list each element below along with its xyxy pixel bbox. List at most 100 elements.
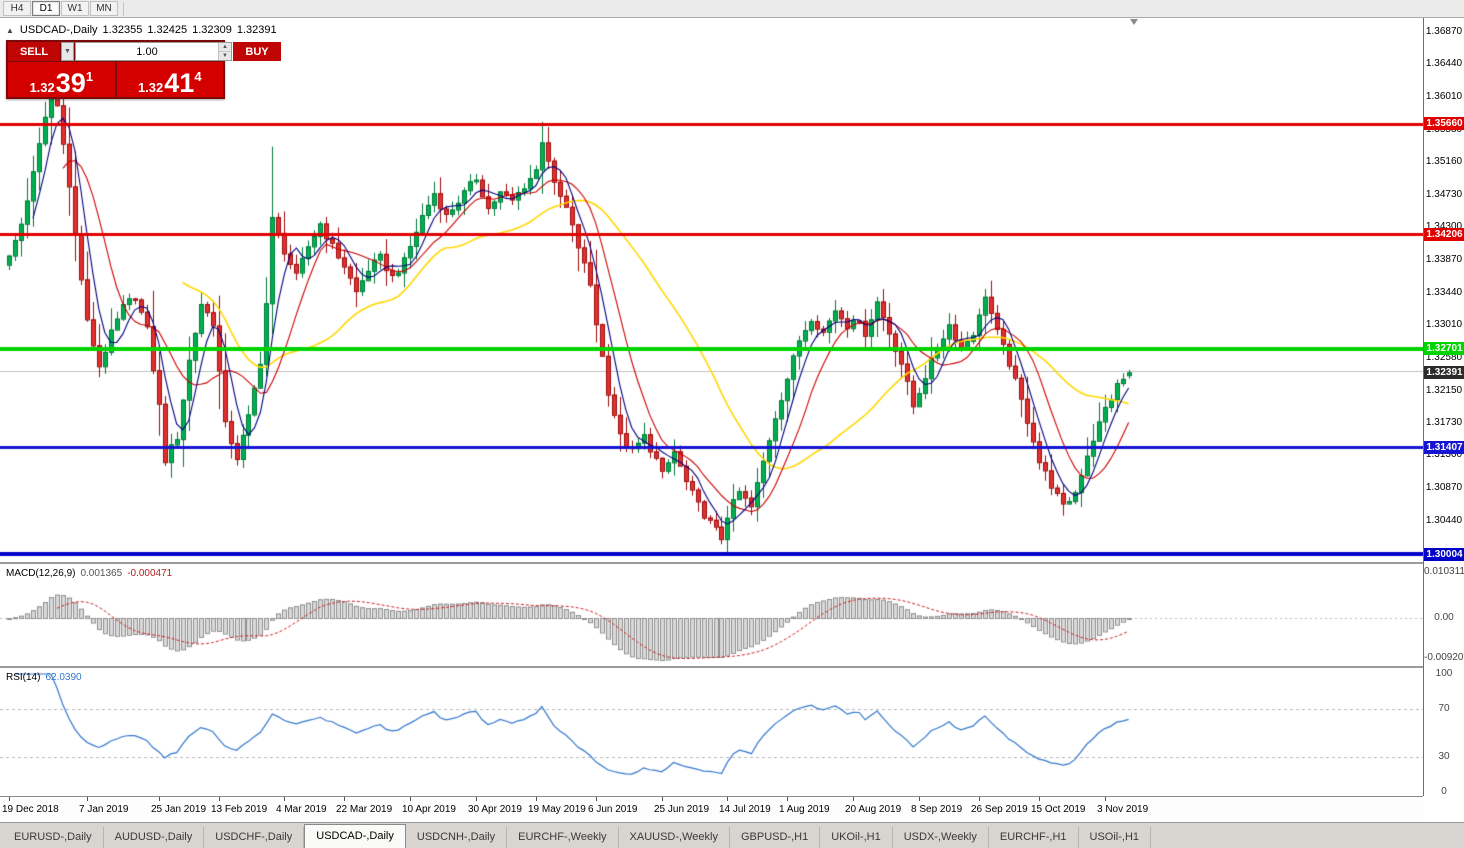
price-axis-label: 1.33440 (1425, 286, 1463, 298)
date-tick (87, 797, 88, 801)
timeframe-button-h4[interactable]: H4 (3, 1, 31, 16)
date-label: 8 Sep 2019 (911, 804, 963, 815)
pane-splitter[interactable] (0, 666, 1464, 668)
price-axis-label: 1.30870 (1425, 482, 1463, 494)
chart-tab-eurchf-h1[interactable]: EURCHF-,H1 (989, 827, 1079, 848)
date-tick (853, 797, 854, 801)
date-tick (727, 797, 728, 801)
timeframe-button-w1[interactable]: W1 (61, 1, 89, 16)
macd-label: MACD(12,26,9) 0.001365 -0.000471 (6, 568, 172, 579)
chart-tab-eurchf-weekly[interactable]: EURCHF-,Weekly (507, 827, 619, 848)
ohlc-open: 1.32355 (102, 24, 143, 36)
price-axis-label: 1.31730 (1425, 416, 1463, 428)
ohlc-high: 1.32425 (147, 24, 188, 36)
buy-button[interactable]: BUY (233, 42, 281, 61)
chart-tab-audusd-daily[interactable]: AUDUSD-,Daily (104, 827, 205, 848)
chart-tab-gbpusd-h1[interactable]: GBPUSD-,H1 (730, 827, 821, 848)
date-tick (979, 797, 980, 801)
date-label: 1 Aug 2019 (779, 804, 830, 815)
level-price-badge: 1.30004 (1424, 547, 1464, 561)
level-price-badge: 1.31407 (1424, 440, 1464, 454)
date-tick (344, 797, 345, 801)
macd-main-value: 0.001365 (80, 568, 123, 579)
chart-region: ▲ USDCAD-,Daily 1.32355 1.32425 1.32309 … (0, 18, 1464, 822)
chart-title: ▲ USDCAD-,Daily 1.32355 1.32425 1.32309 … (6, 24, 277, 36)
timeframe-button-d1[interactable]: D1 (32, 1, 60, 16)
chart-tab-usdchf-daily[interactable]: USDCHF-,Daily (204, 827, 305, 848)
chart-tab-usdcnh-daily[interactable]: USDCNH-,Daily (406, 827, 508, 848)
chart-tab-ukoil-h1[interactable]: UKOil-,H1 (820, 827, 893, 848)
date-label: 6 Jun 2019 (588, 804, 638, 815)
date-label: 15 Oct 2019 (1031, 804, 1086, 815)
date-label: 26 Sep 2019 (971, 804, 1028, 815)
sell-price-sup: 1 (85, 69, 94, 84)
rsi-pane-canvas[interactable] (0, 668, 1423, 796)
rsi-title: RSI(14) (6, 672, 41, 683)
rsi-axis-label: 100 (1435, 668, 1453, 679)
chart-tabs-bar: EURUSD-,Daily AUDUSD-,Daily USDCHF-,Daily U… (0, 822, 1464, 848)
price-axis-label: 1.33010 (1425, 319, 1463, 331)
chart-tab-xauusd-weekly[interactable]: XAUUSD-,Weekly (619, 827, 730, 848)
sell-price-base: 1.32 (29, 80, 55, 95)
buy-price-base: 1.32 (137, 80, 164, 95)
price-chart-canvas[interactable] (0, 18, 1423, 562)
level-price-badge: 1.34206 (1424, 227, 1464, 241)
timeframe-button-mn[interactable]: MN (90, 1, 118, 16)
date-tick (159, 797, 160, 801)
date-label: 7 Jan 2019 (79, 804, 129, 815)
volume-input[interactable] (76, 43, 218, 60)
pane-splitter[interactable] (0, 562, 1464, 564)
volume-dropdown-icon[interactable]: ▼ (61, 42, 74, 61)
date-label: 25 Jan 2019 (151, 804, 207, 815)
date-label: 10 Apr 2019 (402, 804, 456, 815)
date-tick (1039, 797, 1040, 801)
date-tick (410, 797, 411, 801)
chart-tab-usoil-h1[interactable]: USOil-,H1 (1079, 827, 1152, 848)
sell-price-button[interactable]: 1.32 39 1 (8, 62, 115, 97)
rsi-label: RSI(14) 62.0390 (6, 672, 82, 683)
date-label: 13 Feb 2019 (211, 804, 268, 815)
price-axis-label: 1.34300 (1425, 221, 1463, 233)
timeframe-buttons: H4 D1 W1 MN (3, 1, 119, 17)
date-tick (284, 797, 285, 801)
date-label: 30 Apr 2019 (468, 804, 522, 815)
price-axis-label: 1.32150 (1425, 384, 1463, 396)
date-tick (596, 797, 597, 801)
chart-tab-eurusd-daily[interactable]: EURUSD-,Daily (3, 827, 104, 848)
date-tick (219, 797, 220, 801)
chart-tab-usdcad-daily[interactable]: USDCAD-,Daily (304, 824, 406, 848)
volume-field-wrap: ▲ ▼ (75, 42, 232, 61)
date-label: 14 Jul 2019 (719, 804, 771, 815)
price-axis-label: 1.36010 (1425, 91, 1463, 103)
price-axis-label: 1.36440 (1425, 58, 1463, 70)
buy-price-big: 41 (164, 67, 195, 98)
chart-tab-usdx-weekly[interactable]: USDX-,Weekly (893, 827, 989, 848)
one-click-trade-panel: SELL ▼ ▲ ▼ BUY 1.32 39 1 1.3 (6, 40, 281, 99)
buy-price-button[interactable]: 1.32 41 4 (116, 62, 223, 98)
macd-title: MACD(12,26,9) (6, 568, 76, 579)
price-axis-label: 1.34730 (1425, 188, 1463, 200)
ohlc-low: 1.32309 (192, 24, 232, 36)
date-tick (787, 797, 788, 801)
date-tick (919, 797, 920, 801)
price-axis-label: 1.35160 (1425, 155, 1463, 167)
shift-marker-icon (1130, 19, 1138, 25)
symbol-label: USDCAD-,Daily (19, 24, 98, 36)
date-label: 19 Dec 2018 (2, 804, 59, 815)
date-tick (662, 797, 663, 801)
macd-pane-canvas[interactable] (0, 564, 1423, 666)
volume-up-icon[interactable]: ▲ (219, 43, 231, 52)
date-label: 4 Mar 2019 (276, 804, 327, 815)
date-tick (536, 797, 537, 801)
volume-spinner: ▲ ▼ (218, 43, 231, 60)
sell-price-big: 39 (55, 67, 86, 98)
sell-button[interactable]: SELL (8, 42, 60, 61)
oneclick-toggle-icon[interactable]: ▲ (6, 25, 14, 35)
macd-axis-bottom: -0.009203 (1424, 652, 1464, 663)
macd-axis-top: 0.010311 (1424, 566, 1464, 577)
volume-down-icon[interactable]: ▼ (219, 52, 231, 60)
price-axis-label: 1.30440 (1425, 514, 1463, 526)
toolbar-separator (123, 1, 124, 16)
current-price-badge: 1.32391 (1424, 365, 1464, 379)
